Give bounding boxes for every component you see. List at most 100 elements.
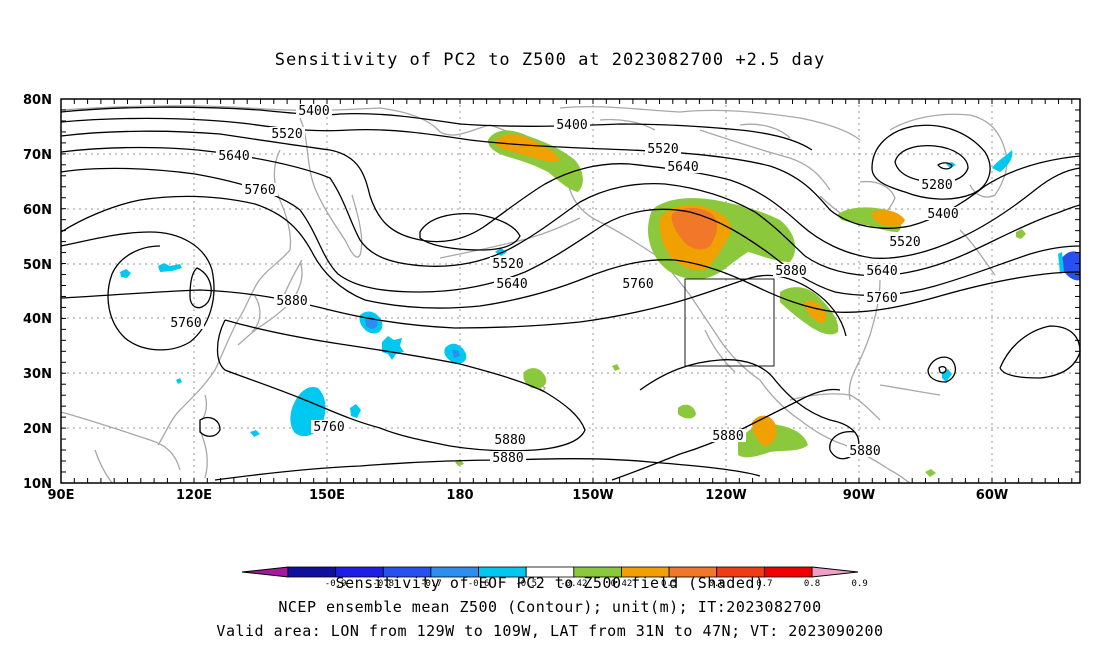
shade-green-small5 [925,469,936,477]
shade-blue-pac4 [452,350,460,358]
contour-label-bg [311,420,347,433]
contour-label-bg [274,294,310,307]
caption-line-2: NCEP ensemble mean Z500 (Contour); unit(… [278,598,822,616]
shade-cyan-asia2 [158,263,182,272]
lat-label: 60N [23,203,52,218]
colorbar-tick-label: -0.9 [325,579,347,589]
contour-label-bg [665,160,701,173]
shade-orange-mexico [752,415,777,446]
lon-label: 90W [843,488,875,503]
shade-cyan-atl [992,150,1013,172]
lat-label: 80N [23,93,52,108]
contour-label: 5880 [492,451,523,466]
contour-label: 5640 [218,149,249,164]
shade-orange-ne [871,210,905,227]
colorbar-tick-label: -0.6 [468,579,490,589]
lon-label: 120W [705,488,746,503]
contour-label: 5760 [313,420,344,435]
lat-axis-labels: 80N 70N 60N 50N 40N 30N 20N 10N [23,93,52,492]
contour-label-bg [887,235,923,248]
contour-label: 5640 [496,277,527,292]
contour-label-bg [645,142,681,155]
contour-label-bg [847,444,883,457]
colorbar-tick-label: -0.5 [515,579,537,589]
contour-label-bg [492,433,528,446]
lon-label: 150E [309,488,345,503]
contour-label: 5880 [494,433,525,448]
contour-label: 5760 [170,316,201,331]
contour-label: 5280 [921,178,952,193]
shade-orange-bering [496,134,560,162]
shade-cyan-edge [1058,252,1064,274]
contour-label-bg [269,127,305,140]
contour-label: 5400 [556,118,587,133]
contour-label-bg [864,264,900,277]
shade-cyan-pac5 [350,404,361,418]
shade-cyan-small2 [250,430,260,437]
lat-label: 50N [23,258,52,273]
shade-green-small1 [678,404,696,419]
lat-label: 70N [23,148,52,163]
lat-label: 20N [23,422,52,437]
colorbar-tick-label: 0.8 [804,579,820,589]
lon-label: 60W [976,488,1008,503]
sensitivity-shading [120,130,1080,477]
coastlines [60,105,1008,484]
lon-label: 180 [446,488,473,503]
axis-ticks [60,98,1080,484]
figure-title: Sensitivity of PC2 to Z500 at 2023082700… [274,50,826,70]
contour-label-bg [919,178,955,191]
shade-blue-edge [1062,251,1080,281]
contour-label-bg [620,277,656,290]
colorbar-tick-label: 0.9 [852,579,868,589]
contour-label-bg [490,451,526,464]
contour-label-bg [925,207,961,220]
shade-green-hawaii [523,368,547,389]
contour-label: 5640 [866,264,897,279]
contour-label-bg [554,118,590,131]
contour-label-bg [490,257,526,270]
contour-label-bg [864,291,900,304]
contour-label: 5400 [927,207,958,222]
plot-area: 5400 5400 5520 5520 5640 5640 5760 5280 5400 5520… [60,98,1081,484]
contour-label: 5760 [866,291,897,306]
lon-label: 150W [572,488,613,503]
colorbar-tick-label: 0.5 [661,579,677,589]
shade-cyan-pac3 [382,336,404,360]
lon-label: 90E [48,488,75,503]
lon-axis-labels: 90E 120E 150E 180 150W 120W 90W 60W [48,488,1009,503]
contour-label: 5880 [712,429,743,444]
contour-label: 5400 [298,104,329,119]
shade-green-small3 [455,460,464,466]
contour-label-bg [242,183,278,196]
colorbar-tick-label: -0.7 [420,579,442,589]
contour-label-bg [216,149,252,162]
contour-label-bg [296,104,332,117]
lat-label: 10N [23,477,52,492]
lat-label: 40N [23,312,52,327]
colorbar: -0.9 -0.8 -0.7 -0.6 -0.5 -0.42 0.42 0.5 0.6 0.7 0.… [241,566,868,589]
contour-label: 5880 [849,444,880,459]
contour-label: 5760 [244,183,275,198]
contour-label-bg [710,429,746,442]
contour-label: 5520 [271,127,302,142]
valid-area-box [684,278,775,367]
colorbar-tick-label: 0.7 [756,579,772,589]
contour-label: 5760 [622,277,653,292]
lat-label: 30N [23,367,52,382]
shade-green-small2 [1016,229,1026,239]
lon-label: 120E [176,488,212,503]
contour-label: 5880 [276,294,307,309]
contour-label-bg [168,316,204,329]
shade-orange-midwest [804,300,827,323]
shade-cyan-small3 [176,378,182,384]
contour-label: 5520 [889,235,920,250]
contour-label-bg [494,277,530,290]
contour-label: 5520 [647,142,678,157]
caption-line-1: Sensitivity of EOF PC2 to Z500 field (Sh… [335,574,765,592]
colorbar-tick-label: 0.42 [611,579,633,589]
shade-cyan-asia1 [120,269,131,278]
contour-label: 5640 [667,160,698,175]
colorbar-tick-label: -0.8 [372,579,394,589]
